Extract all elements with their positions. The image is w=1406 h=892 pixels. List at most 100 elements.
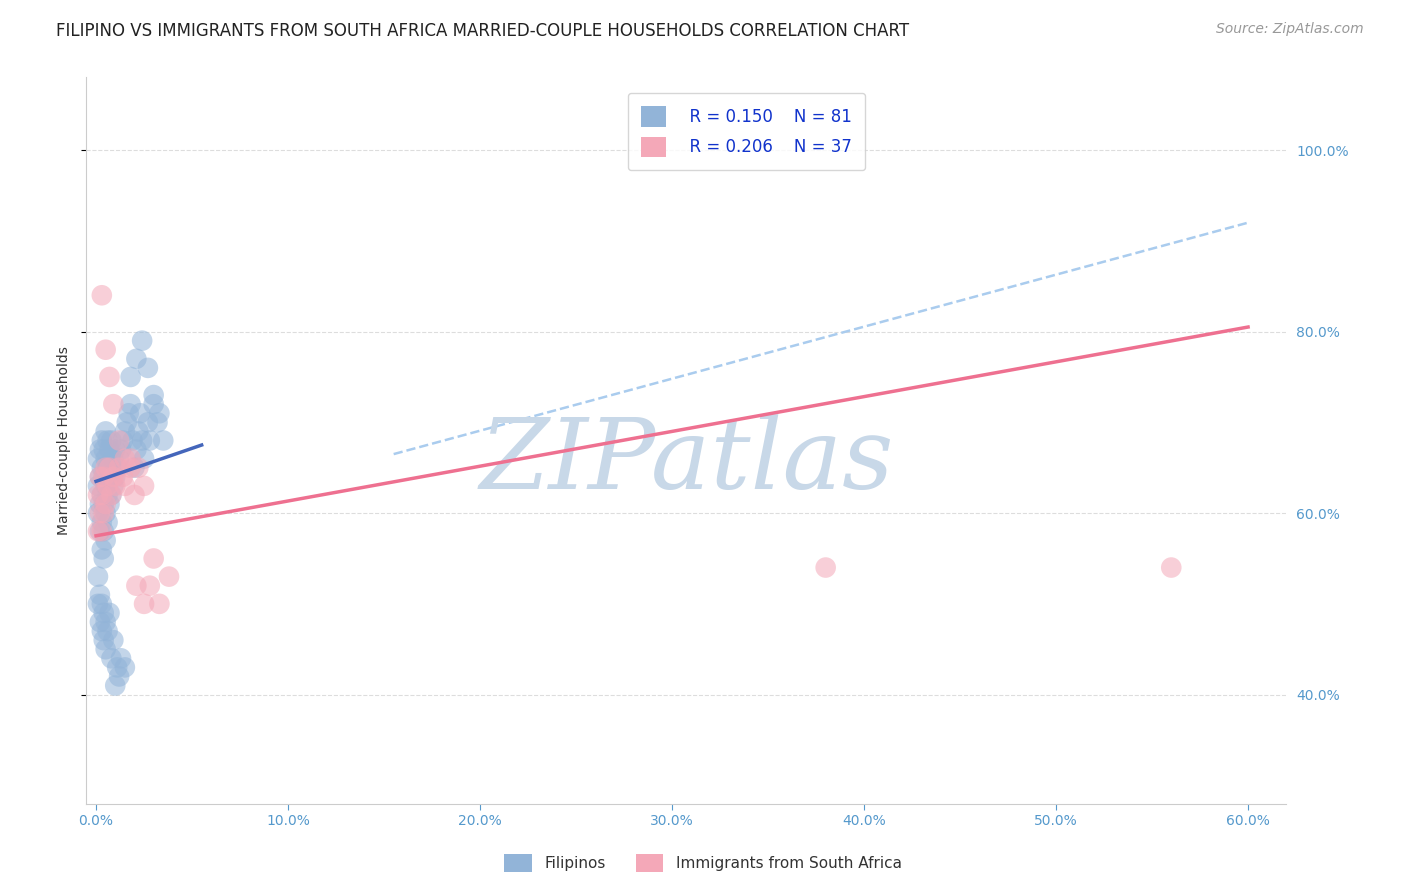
Point bbox=[94, 460, 117, 475]
Point bbox=[118, 406, 141, 420]
Point bbox=[90, 515, 112, 529]
Point bbox=[114, 479, 136, 493]
Point bbox=[131, 334, 153, 348]
Point bbox=[120, 451, 142, 466]
Point bbox=[136, 360, 159, 375]
Text: Source: ZipAtlas.com: Source: ZipAtlas.com bbox=[1216, 22, 1364, 37]
Point bbox=[87, 524, 110, 539]
Point bbox=[129, 406, 152, 420]
Point bbox=[89, 524, 111, 539]
Point bbox=[103, 470, 125, 484]
Point bbox=[120, 370, 142, 384]
Point bbox=[89, 588, 111, 602]
Point bbox=[93, 633, 115, 648]
Point bbox=[100, 651, 122, 665]
Point bbox=[97, 434, 120, 448]
Point bbox=[100, 488, 122, 502]
Point bbox=[121, 434, 143, 448]
Point bbox=[104, 479, 127, 493]
Point bbox=[127, 460, 149, 475]
Point bbox=[89, 442, 111, 457]
Point bbox=[1160, 560, 1182, 574]
Point bbox=[90, 624, 112, 638]
Point bbox=[90, 434, 112, 448]
Point bbox=[94, 615, 117, 629]
Point bbox=[93, 470, 115, 484]
Point bbox=[94, 506, 117, 520]
Point bbox=[142, 388, 165, 402]
Point bbox=[97, 624, 120, 638]
Point bbox=[98, 370, 121, 384]
Point bbox=[100, 488, 122, 502]
Point bbox=[90, 524, 112, 539]
Legend:   R = 0.150    N = 81,   R = 0.206    N = 37: R = 0.150 N = 81, R = 0.206 N = 37 bbox=[627, 93, 866, 170]
Point bbox=[120, 460, 142, 475]
Point bbox=[100, 434, 122, 448]
Point bbox=[90, 288, 112, 302]
Point bbox=[103, 479, 125, 493]
Point bbox=[148, 406, 170, 420]
Point bbox=[94, 497, 117, 511]
Point bbox=[157, 569, 180, 583]
Point bbox=[97, 479, 120, 493]
Point bbox=[93, 442, 115, 457]
Point bbox=[111, 470, 134, 484]
Point bbox=[114, 451, 136, 466]
Point bbox=[87, 506, 110, 520]
Point bbox=[97, 515, 120, 529]
Point bbox=[98, 442, 121, 457]
Point bbox=[108, 434, 131, 448]
Legend: Filipinos, Immigrants from South Africa: Filipinos, Immigrants from South Africa bbox=[496, 846, 910, 880]
Point bbox=[108, 460, 131, 475]
Point bbox=[94, 479, 117, 493]
Point bbox=[124, 460, 146, 475]
Point bbox=[98, 606, 121, 620]
Y-axis label: Married-couple Households: Married-couple Households bbox=[58, 346, 72, 535]
Point bbox=[132, 479, 155, 493]
Point bbox=[89, 506, 111, 520]
Text: FILIPINO VS IMMIGRANTS FROM SOUTH AFRICA MARRIED-COUPLE HOUSEHOLDS CORRELATION C: FILIPINO VS IMMIGRANTS FROM SOUTH AFRICA… bbox=[56, 22, 910, 40]
Point bbox=[139, 579, 162, 593]
Point bbox=[93, 551, 115, 566]
Point bbox=[93, 606, 115, 620]
Point bbox=[108, 669, 131, 683]
Point bbox=[93, 470, 115, 484]
Point bbox=[87, 488, 110, 502]
Point bbox=[98, 497, 121, 511]
Point bbox=[152, 434, 174, 448]
Point bbox=[111, 434, 134, 448]
Point bbox=[98, 470, 121, 484]
Point bbox=[100, 460, 122, 475]
Point bbox=[125, 579, 148, 593]
Point bbox=[90, 597, 112, 611]
Point bbox=[94, 642, 117, 657]
Point bbox=[93, 497, 115, 511]
Point bbox=[125, 351, 148, 366]
Point bbox=[87, 597, 110, 611]
Point bbox=[94, 343, 117, 357]
Point bbox=[104, 470, 127, 484]
Point bbox=[125, 442, 148, 457]
Point bbox=[142, 551, 165, 566]
Point bbox=[104, 679, 127, 693]
Point bbox=[127, 425, 149, 439]
Point bbox=[89, 470, 111, 484]
Point bbox=[146, 415, 169, 429]
Point bbox=[103, 633, 125, 648]
Point bbox=[139, 434, 162, 448]
Point bbox=[94, 425, 117, 439]
Point bbox=[89, 470, 111, 484]
Point bbox=[114, 660, 136, 674]
Point bbox=[131, 434, 153, 448]
Point bbox=[124, 488, 146, 502]
Point bbox=[94, 451, 117, 466]
Point bbox=[105, 460, 128, 475]
Point bbox=[814, 560, 837, 574]
Point bbox=[132, 451, 155, 466]
Point bbox=[87, 479, 110, 493]
Point bbox=[136, 415, 159, 429]
Point bbox=[90, 460, 112, 475]
Point bbox=[115, 415, 138, 429]
Point bbox=[148, 597, 170, 611]
Point bbox=[97, 488, 120, 502]
